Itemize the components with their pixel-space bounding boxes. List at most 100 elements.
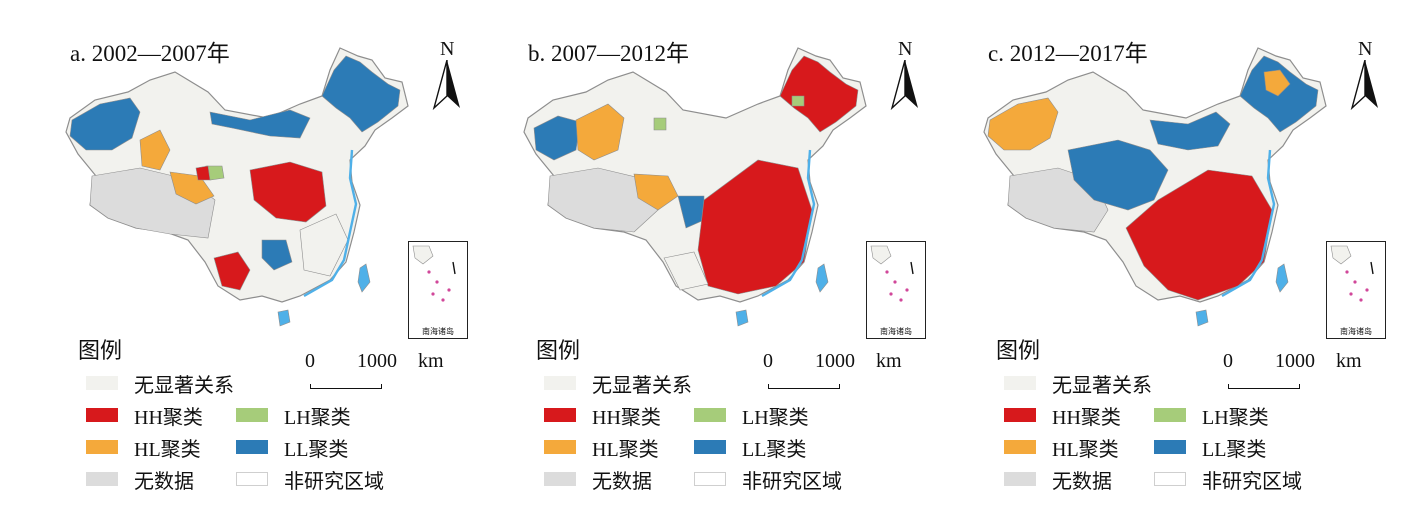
legend-item-hh: HH聚类 <box>86 402 203 429</box>
region-xinjiang-west <box>533 115 581 161</box>
panel-title: c. 2012—2017年 <box>988 41 1148 66</box>
south-china-sea-inset: 南海诸岛 <box>1326 241 1386 339</box>
region-ne-hl <box>1263 69 1291 97</box>
legend-item-nodata: 无数据 <box>86 466 194 493</box>
legend-item-ll: LL聚类 <box>694 434 806 461</box>
hainan-island <box>735 309 749 327</box>
region-northeast <box>321 55 401 133</box>
region-xinjiang-hl <box>575 103 625 161</box>
legend-swatch <box>694 408 726 422</box>
legend-swatch <box>1154 408 1186 422</box>
north-arrow-icon <box>890 60 918 110</box>
region-central-hh <box>1125 169 1273 301</box>
legend-swatch <box>86 376 118 390</box>
taiwan-island <box>815 263 829 293</box>
legend-title: 图例 <box>78 338 123 363</box>
legend-swatch <box>694 440 726 454</box>
legend-swatch <box>1004 408 1036 422</box>
legend-title: 图例 <box>536 338 581 363</box>
region-qinghai-hh <box>195 165 211 181</box>
legend-item-hl: HL聚类 <box>544 434 659 461</box>
legend-swatch <box>236 440 268 454</box>
region-gansu-hl <box>169 171 215 205</box>
inset-label: 南海诸岛 <box>880 327 912 336</box>
region-gansu-ll <box>1067 139 1169 211</box>
scale-zero: 0 <box>1223 350 1233 372</box>
taiwan-island <box>1275 263 1289 293</box>
coastline <box>761 149 816 298</box>
scale-unit: km <box>418 350 444 372</box>
legend-item-hl: HL聚类 <box>1004 434 1119 461</box>
legend-swatch <box>1154 440 1186 454</box>
map-panel-a: a. 2002—2007年 N 南海诸岛 图例 0 1000 km 无显著关系 … <box>0 0 470 509</box>
region-ne-lh <box>791 95 805 107</box>
north-label: N <box>898 38 913 60</box>
inset-map <box>1330 245 1374 302</box>
legend-item-ll: LL聚类 <box>1154 434 1266 461</box>
scale-line <box>768 384 840 389</box>
scale-zero: 0 <box>305 350 315 372</box>
china-map-a <box>65 47 409 327</box>
legend-item-outside: 非研究区域 <box>236 466 384 493</box>
legend-swatch <box>236 408 268 422</box>
china-map-b <box>523 47 867 327</box>
legend-item-none: 无显著关系 <box>1004 370 1152 397</box>
scale-line <box>1228 384 1300 389</box>
scale-bar: 0 1000 km <box>758 350 918 390</box>
north-arrow-icon <box>1350 60 1378 110</box>
legend-swatch <box>1154 472 1186 486</box>
legend-item-lh: LH聚类 <box>694 402 809 429</box>
inset-map <box>412 245 456 302</box>
region-yunnan-hh <box>213 251 251 291</box>
legend-swatch <box>544 408 576 422</box>
region-central-hh <box>697 159 813 295</box>
panel-title: a. 2002—2007年 <box>70 41 230 66</box>
scale-zero: 0 <box>763 350 773 372</box>
region-north-lh <box>653 117 667 131</box>
region-xinjiang-hl <box>987 97 1059 151</box>
inset-map <box>870 245 914 302</box>
north-arrow: N <box>1350 38 1380 110</box>
scale-value: 1000 <box>357 350 397 372</box>
inset-label: 南海诸岛 <box>422 327 454 336</box>
region-northeast-hh <box>779 55 859 133</box>
region-east-none <box>299 213 349 277</box>
north-label: N <box>440 38 455 60</box>
scale-unit: km <box>876 350 902 372</box>
china-map-c <box>983 47 1327 327</box>
south-china-sea-inset: 南海诸岛 <box>408 241 468 339</box>
scale-line <box>310 384 382 389</box>
scale-bar: 0 1000 km <box>1218 350 1378 390</box>
map-panel-b: b. 2007—2012年 N 南海诸岛 图例 0 1000 km 无显著关系 … <box>458 0 928 509</box>
legend-swatch <box>544 376 576 390</box>
legend-item-hh: HH聚类 <box>1004 402 1121 429</box>
legend-swatch <box>1004 376 1036 390</box>
legend-item-nodata: 无数据 <box>1004 466 1112 493</box>
legend-item-nodata: 无数据 <box>544 466 652 493</box>
region-central-hh <box>249 161 327 223</box>
inset-label: 南海诸岛 <box>1340 327 1372 336</box>
scale-value: 1000 <box>1275 350 1315 372</box>
scale-value: 1000 <box>815 350 855 372</box>
region-north-ll <box>1149 111 1231 151</box>
region-south-ll <box>261 239 293 271</box>
taiwan-island <box>357 263 371 293</box>
north-label: N <box>1358 38 1373 60</box>
north-arrow-icon <box>432 60 460 110</box>
legend-item-none: 无显著关系 <box>544 370 692 397</box>
legend-item-hh: HH聚类 <box>544 402 661 429</box>
legend-item-lh: LH聚类 <box>1154 402 1269 429</box>
map-panel-c: c. 2012—2017年 N 南海诸岛 图例 0 1000 km 无显著关系 … <box>918 0 1388 509</box>
region-qinghai-hl <box>633 173 679 211</box>
hainan-island <box>277 309 291 327</box>
legend-swatch <box>544 472 576 486</box>
legend-swatch <box>86 440 118 454</box>
legend-item-outside: 非研究区域 <box>694 466 842 493</box>
region-south-none <box>663 251 709 291</box>
legend-swatch <box>86 472 118 486</box>
region-xinjiang-west <box>69 97 141 151</box>
legend-item-lh: LH聚类 <box>236 402 351 429</box>
hainan-island <box>1195 309 1209 327</box>
panel-title: b. 2007—2012年 <box>528 41 689 66</box>
legend-swatch <box>1004 440 1036 454</box>
